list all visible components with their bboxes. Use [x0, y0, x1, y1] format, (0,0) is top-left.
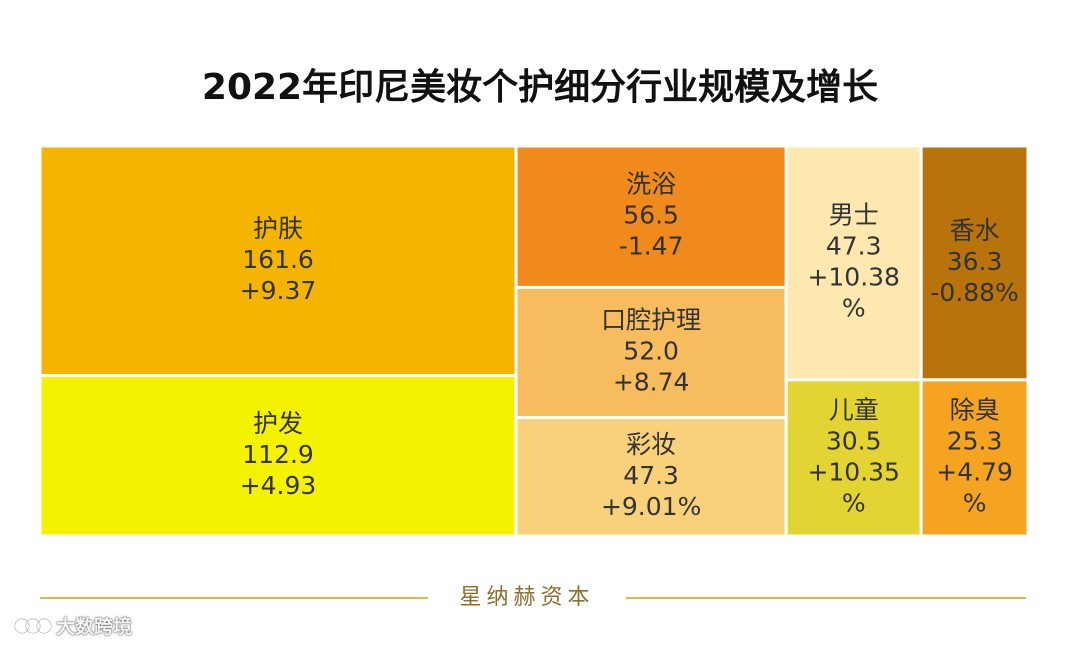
segment-9-name-label: 除臭: [950, 395, 1000, 424]
segment-1-name-label: 护肤: [253, 214, 303, 243]
watermark-text: 大数跨境: [56, 616, 133, 638]
watermark: 大数跨境: [14, 612, 132, 639]
segment-6-growth-tail-label: %: [842, 293, 866, 322]
segment-4-name-label: 口腔护理: [601, 306, 701, 335]
segment-3-rect: [514, 144, 788, 289]
segment-8-growth-tail-label: %: [842, 488, 866, 517]
segment-2-value-label: 112.9: [242, 440, 314, 469]
segment-6-value-label: 47.3: [826, 231, 882, 260]
segment-8-rect: [784, 378, 923, 538]
footer-divider-right: [626, 597, 1026, 599]
segment-7-name-label: 香水: [950, 216, 1000, 245]
segment-5-growth-label: +9.01%: [601, 492, 701, 521]
segment-9-value-label: 25.3: [947, 426, 1003, 455]
segment-6-name-label: 男士: [829, 200, 879, 229]
segment-4-growth-label: +8.74: [613, 368, 690, 397]
segment-2-growth-label: +4.93: [240, 471, 317, 500]
segment-4-value-label: 52.0: [623, 337, 679, 366]
segment-7-value-label: 36.3: [947, 247, 1003, 276]
segment-6-growth-label: +10.38: [807, 262, 900, 291]
segment-9-growth-tail-label: %: [963, 488, 987, 517]
segment-8-value-label: 30.5: [826, 426, 882, 455]
segment-3-growth-label: -1.47: [619, 232, 684, 261]
segment-8-growth-label: +10.35: [807, 457, 900, 486]
brand-name: 星纳赫资本: [459, 585, 595, 610]
segment-5-value-label: 47.3: [623, 461, 679, 490]
segment-7-rect: [919, 144, 1030, 382]
segment-1-rect: [38, 144, 518, 378]
segment-2-name-label: 护发: [253, 409, 303, 438]
chart-title: 2022年印尼美妆个护细分行业规模及增长: [201, 67, 879, 108]
segment-1-growth-label: +9.37: [240, 276, 317, 305]
segment-8-name-label: 儿童: [829, 395, 879, 424]
segment-1-value-label: 161.6: [242, 245, 314, 274]
segment-3-name-label: 洗浴: [626, 170, 676, 199]
segment-5-rect: [514, 416, 788, 538]
segment-2-rect: [38, 374, 518, 538]
segment-5-name-label: 彩妆: [626, 430, 676, 459]
segment-3-value-label: 56.5: [623, 201, 679, 230]
segment-7-growth-label: -0.88%: [930, 278, 1018, 307]
segment-9-growth-label: +4.79: [936, 457, 1013, 486]
footer-divider-left: [40, 597, 428, 599]
segment-9-rect: [919, 378, 1030, 538]
watermark-logo-icon: [14, 618, 52, 633]
